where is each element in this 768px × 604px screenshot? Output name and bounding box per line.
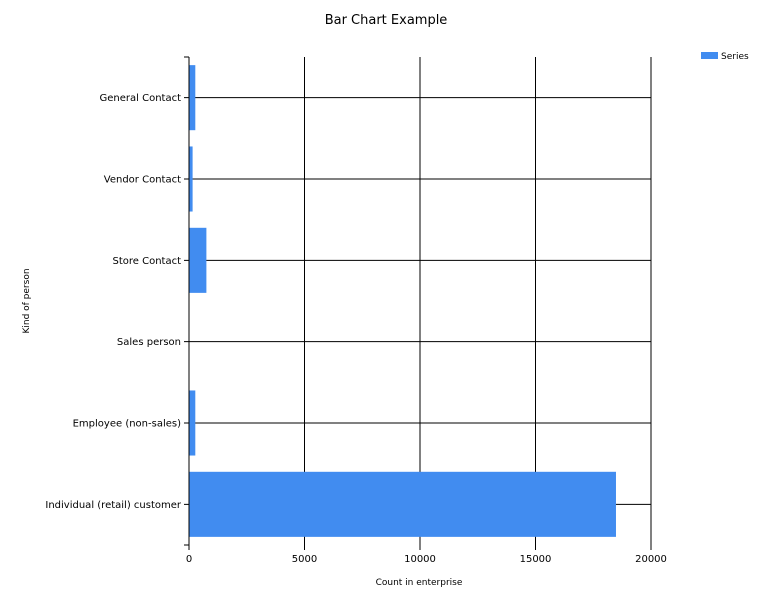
y-tick-labels: General Contact Vendor Contact Store Conta… — [45, 93, 181, 511]
y-tick-label: Individual (retail) customer — [45, 500, 181, 511]
y-tick-label: Employee (non-sales) — [73, 419, 181, 430]
bars — [189, 65, 616, 537]
chart-title: Bar Chart Example — [325, 13, 448, 28]
x-tick-label: 20000 — [635, 554, 667, 565]
x-tick-label: 0 — [186, 554, 192, 565]
bar-vendor-contact — [189, 146, 193, 212]
bar-general-contact — [189, 65, 196, 131]
legend-swatch — [701, 52, 718, 59]
x-tick-label: 10000 — [404, 554, 436, 565]
y-axis-title: Kind of person — [22, 268, 32, 333]
x-axis-title: Count in enterprise — [376, 578, 463, 588]
y-tick-label: Vendor Contact — [104, 175, 181, 186]
axes — [184, 56, 190, 550]
bar-store-contact — [189, 227, 207, 293]
legend-label: Series — [721, 52, 749, 62]
bar-individual-retail-customer — [189, 471, 616, 537]
bar-employee-non-sales — [189, 390, 196, 456]
legend: Series — [701, 52, 749, 62]
y-tick-label: Store Contact — [112, 256, 181, 267]
y-tick-label: Sales person — [117, 337, 181, 348]
x-tick-labels: 0 5000 10000 15000 20000 — [186, 554, 667, 565]
x-tick-label: 5000 — [292, 554, 317, 565]
x-tick-label: 15000 — [520, 554, 552, 565]
y-tick-label: General Contact — [100, 93, 182, 104]
